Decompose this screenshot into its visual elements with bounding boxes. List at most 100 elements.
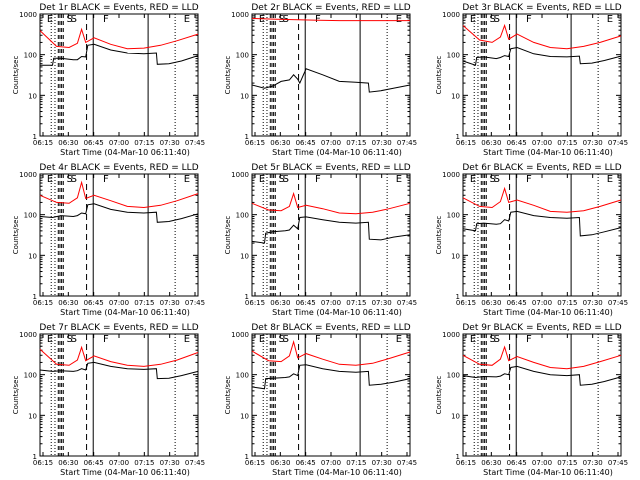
region-label: S xyxy=(66,14,72,25)
region-label: F xyxy=(526,14,532,25)
x-tick-label: 07:30 xyxy=(160,459,180,467)
region-label: S xyxy=(283,334,289,345)
region-label: E xyxy=(607,14,613,25)
region-label: S xyxy=(71,174,77,185)
x-tick-label: 07:15 xyxy=(134,139,154,147)
lld-series-line xyxy=(251,340,411,366)
y-tick-label: 10 xyxy=(451,92,460,100)
panel-title: Det 7r BLACK = Events, RED = LLD xyxy=(39,323,198,333)
region-label: E xyxy=(396,334,402,345)
x-tick-label: 06:30 xyxy=(58,459,78,467)
y-tick-label: 1000 xyxy=(231,171,249,179)
y-tick-label: 1 xyxy=(456,453,460,461)
region-label: S xyxy=(278,334,284,345)
x-tick-label: 07:30 xyxy=(372,459,392,467)
y-tick-label: 10 xyxy=(240,412,249,420)
panel-title: Det 1r BLACK = Events, RED = LLD xyxy=(39,3,198,13)
x-tick-label: 07:30 xyxy=(583,459,603,467)
panel-title: Det 4r BLACK = Events, RED = LLD xyxy=(39,163,198,173)
x-axis-label: Start Time (04-Mar-10 06:11:40) xyxy=(60,468,190,477)
x-tick-label: 07:45 xyxy=(185,139,205,147)
region-label: S xyxy=(494,14,500,25)
x-tick-label: 06:15 xyxy=(456,139,476,147)
region-label: S xyxy=(278,174,284,185)
x-tick-label: 06:15 xyxy=(33,299,53,307)
region-label: E xyxy=(607,334,613,345)
y-axis-label: Counts/sec xyxy=(224,376,232,415)
x-tick-label: 07:00 xyxy=(109,139,129,147)
region-label: S xyxy=(494,174,500,185)
y-tick-label: 100 xyxy=(447,212,460,220)
x-tick-label: 07:00 xyxy=(321,459,341,467)
x-tick-label: 06:45 xyxy=(84,299,104,307)
x-tick-label: 07:15 xyxy=(134,459,154,467)
panel-title: Det 3r BLACK = Events, RED = LLD xyxy=(462,3,621,13)
panel-title: Det 9r BLACK = Events, RED = LLD xyxy=(462,323,621,333)
y-tick-label: 10 xyxy=(240,92,249,100)
x-tick-label: 06:15 xyxy=(245,299,265,307)
y-tick-label: 1000 xyxy=(442,11,460,19)
events-series-line xyxy=(462,210,622,237)
x-tick-label: 07:45 xyxy=(608,139,628,147)
region-label: E xyxy=(47,174,53,185)
y-axis-label: Counts/sec xyxy=(12,376,20,415)
x-tick-label: 07:15 xyxy=(346,299,366,307)
y-tick-label: 100 xyxy=(447,372,460,380)
y-tick-label: 1000 xyxy=(231,331,249,339)
region-label: E xyxy=(396,14,402,25)
x-tick-label: 07:30 xyxy=(372,139,392,147)
region-label: S xyxy=(71,334,77,345)
events-series-line xyxy=(39,203,199,223)
x-tick-label: 07:30 xyxy=(583,299,603,307)
y-tick-label: 100 xyxy=(24,52,37,60)
region-label: E xyxy=(470,174,476,185)
x-tick-label: 07:00 xyxy=(109,459,129,467)
region-label: S xyxy=(489,334,495,345)
x-tick-label: 06:30 xyxy=(270,459,290,467)
region-label: S xyxy=(489,174,495,185)
y-tick-label: 100 xyxy=(236,212,249,220)
y-tick-label: 1 xyxy=(456,293,460,301)
panel-title: Det 2r BLACK = Events, RED = LLD xyxy=(251,3,410,13)
region-label: E xyxy=(470,334,476,345)
y-tick-label: 100 xyxy=(236,52,249,60)
y-tick-label: 1 xyxy=(33,293,37,301)
x-tick-label: 06:30 xyxy=(270,139,290,147)
lld-series-line xyxy=(462,345,622,370)
y-tick-label: 1 xyxy=(33,453,37,461)
y-axis-label: Counts/sec xyxy=(435,376,443,415)
region-label: E xyxy=(47,334,53,345)
x-tick-label: 06:45 xyxy=(84,459,104,467)
y-tick-label: 1 xyxy=(33,133,37,141)
x-tick-label: 07:15 xyxy=(557,139,577,147)
x-axis-label: Start Time (04-Mar-10 06:11:40) xyxy=(483,468,613,477)
plot-frame xyxy=(462,173,622,297)
x-tick-label: 07:00 xyxy=(532,139,552,147)
x-tick-label: 07:00 xyxy=(109,299,129,307)
lld-series-line xyxy=(462,23,622,50)
x-tick-label: 06:30 xyxy=(481,139,501,147)
y-axis-label: Counts/sec xyxy=(224,216,232,255)
y-tick-label: 10 xyxy=(28,412,37,420)
y-tick-label: 100 xyxy=(447,52,460,60)
x-tick-label: 07:15 xyxy=(557,459,577,467)
y-axis-label: Counts/sec xyxy=(12,56,20,95)
region-label: F xyxy=(526,174,532,185)
y-tick-label: 1000 xyxy=(19,331,37,339)
x-axis-label: Start Time (04-Mar-10 06:11:40) xyxy=(483,148,613,157)
x-tick-label: 06:30 xyxy=(58,299,78,307)
events-series-line xyxy=(251,68,411,93)
region-label: S xyxy=(494,334,500,345)
x-tick-label: 06:15 xyxy=(33,139,53,147)
lld-series-line xyxy=(39,345,199,367)
region-label: E xyxy=(396,174,402,185)
x-tick-label: 06:15 xyxy=(245,139,265,147)
region-label: F xyxy=(103,334,109,345)
events-series-line xyxy=(40,43,199,66)
lld-series-line xyxy=(39,27,199,50)
x-tick-label: 06:45 xyxy=(296,299,316,307)
y-tick-label: 1000 xyxy=(19,11,37,19)
x-tick-label: 07:15 xyxy=(346,459,366,467)
x-tick-label: 07:45 xyxy=(185,459,205,467)
